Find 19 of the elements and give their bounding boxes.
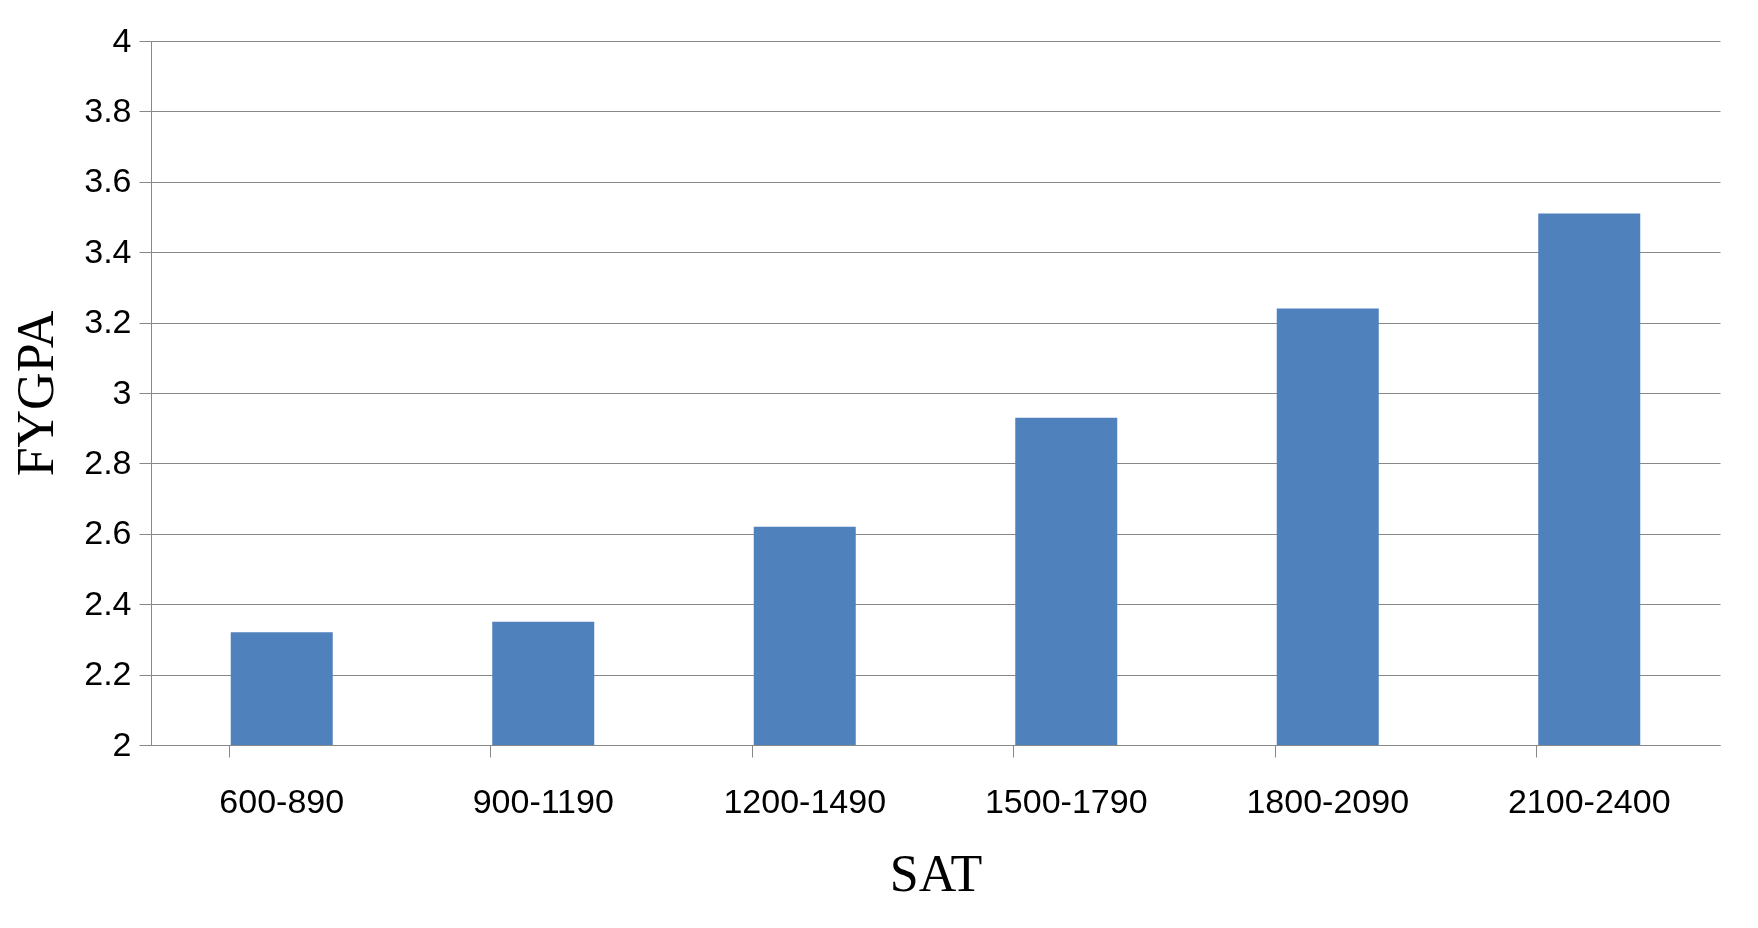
x-tick-label: 900-1190 (472, 781, 614, 820)
y-tick-label: 3 (112, 372, 132, 411)
y-axis-title: FYGPA (7, 310, 65, 477)
y-tick-label: 2.6 (84, 513, 132, 552)
y-tick-label: 3.2 (84, 302, 132, 341)
x-tick-label: 600-890 (219, 781, 345, 820)
x-tick-label: 2100-2400 (1507, 781, 1671, 820)
y-tick-label: 3.8 (84, 90, 132, 129)
x-tick-label: 1500-1790 (984, 781, 1148, 820)
y-tick-label: 3.6 (84, 161, 132, 200)
x-tick-label: 1200-1490 (723, 781, 887, 820)
x-tick-label: 1800-2090 (1246, 781, 1410, 820)
y-tick-label: 2.8 (84, 442, 132, 481)
y-tick-label: 4 (112, 20, 132, 59)
y-tick-label: 2 (112, 724, 132, 763)
y-tick-label: 3.4 (84, 231, 132, 270)
y-tick-label: 2.2 (84, 654, 132, 693)
x-axis-title: SAT (889, 844, 983, 902)
y-tick-label: 2.4 (84, 583, 132, 622)
